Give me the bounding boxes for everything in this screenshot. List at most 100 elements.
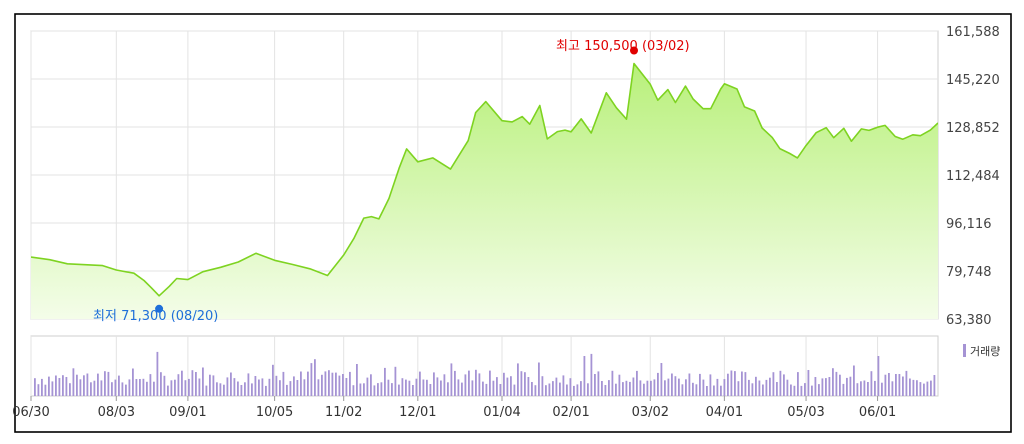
volume-bar bbox=[692, 382, 694, 396]
x-axis-ticks: 06/30 08/03 09/01 10/05 11/02 12/01 01/04 02/01… bbox=[12, 396, 896, 420]
volume-bar bbox=[569, 378, 572, 396]
volume-bar bbox=[548, 383, 551, 396]
volume-bar bbox=[398, 384, 400, 396]
price-line bbox=[31, 62, 938, 297]
volume-bar bbox=[258, 379, 260, 396]
volume-bar bbox=[832, 368, 834, 396]
volume-bar bbox=[202, 367, 204, 396]
x-tick-label: 06/30 bbox=[12, 405, 49, 420]
volume-bar bbox=[237, 381, 239, 396]
x-tick-label: 01/04 bbox=[483, 405, 520, 420]
x-tick-label: 12/01 bbox=[399, 405, 436, 420]
volume-bar bbox=[293, 376, 295, 396]
volume-bar bbox=[898, 374, 901, 396]
volume-bar bbox=[209, 374, 211, 396]
volume-bar bbox=[279, 380, 281, 396]
volume-bar bbox=[881, 382, 883, 396]
volume-bar bbox=[510, 376, 512, 396]
volume-bar bbox=[611, 370, 614, 396]
volume-bar bbox=[926, 381, 929, 396]
x-tick-label: 05/03 bbox=[787, 405, 824, 420]
volume-bar bbox=[713, 385, 715, 396]
volume-bar bbox=[828, 377, 831, 396]
volume-bar bbox=[909, 378, 911, 396]
volume-bar bbox=[328, 370, 330, 396]
volume-bar bbox=[660, 363, 663, 396]
volume-bar bbox=[307, 371, 309, 396]
volume-bar bbox=[643, 383, 645, 396]
volume-bar bbox=[524, 372, 526, 396]
volume-bar bbox=[450, 363, 453, 396]
volume-bar bbox=[356, 364, 358, 396]
volume-bar bbox=[387, 379, 390, 396]
volume-bar bbox=[314, 359, 316, 396]
volume-bar bbox=[867, 382, 869, 396]
volume-bar bbox=[622, 382, 624, 396]
volume-bar bbox=[650, 380, 652, 397]
volume-bar bbox=[695, 384, 698, 396]
y-tick-label: 128,852 bbox=[946, 121, 1000, 136]
volume-bar bbox=[359, 383, 362, 396]
volume-bar bbox=[366, 377, 369, 396]
volume-bar bbox=[447, 382, 449, 396]
volume-bar bbox=[699, 373, 701, 396]
low-annotation-value: 71,300 bbox=[121, 309, 167, 324]
volume-bar bbox=[69, 383, 71, 396]
volume-bar bbox=[888, 373, 890, 396]
volume-bar bbox=[55, 375, 57, 396]
volume-bar bbox=[401, 378, 404, 396]
volume-bar bbox=[58, 378, 61, 396]
volume-bar bbox=[559, 382, 561, 396]
volume-bar bbox=[485, 383, 488, 396]
volume-bar bbox=[321, 374, 323, 396]
volume-bar bbox=[195, 372, 197, 396]
volume-bar bbox=[503, 372, 505, 396]
volume-bar bbox=[681, 384, 684, 396]
volume-bar bbox=[597, 371, 600, 396]
volume-bar bbox=[916, 380, 918, 396]
volume-bar bbox=[811, 385, 813, 396]
volume-bar bbox=[629, 381, 631, 396]
volume-bar bbox=[429, 384, 432, 396]
volume-bar bbox=[461, 382, 463, 396]
volume-bar bbox=[902, 376, 904, 396]
volume-bar bbox=[247, 373, 250, 396]
volume-bar bbox=[821, 378, 824, 396]
volume-bar bbox=[310, 363, 313, 396]
volume-bar bbox=[303, 379, 306, 396]
volume-bar bbox=[783, 374, 785, 396]
volume-bar bbox=[776, 382, 778, 396]
x-tick-label: 10/05 bbox=[256, 405, 293, 420]
volume-bar bbox=[419, 371, 421, 396]
volume-bar bbox=[685, 379, 687, 396]
volume-bar bbox=[471, 380, 474, 396]
y-tick-label: 161,588 bbox=[946, 25, 1000, 40]
volume-bar bbox=[639, 380, 642, 396]
volume-bar bbox=[615, 383, 617, 396]
volume-bar bbox=[884, 374, 887, 396]
volume-bar bbox=[342, 374, 344, 396]
volume-bar bbox=[527, 377, 530, 396]
volume-bar bbox=[272, 364, 274, 396]
volume-bar bbox=[163, 375, 166, 396]
volume-bar bbox=[394, 366, 397, 396]
price-area bbox=[31, 63, 938, 319]
volume-bar bbox=[415, 378, 418, 396]
volume-bar bbox=[244, 382, 246, 396]
volume-bar bbox=[230, 372, 232, 396]
volume-bar bbox=[412, 385, 414, 396]
volume-bar bbox=[97, 373, 99, 396]
y-tick-label: 96,116 bbox=[946, 217, 992, 232]
volume-bar bbox=[233, 378, 236, 396]
volume-bar bbox=[37, 384, 40, 396]
volume-bar bbox=[839, 374, 841, 396]
volume-bar bbox=[496, 377, 498, 396]
volume-bar bbox=[723, 379, 726, 396]
volume-bar bbox=[335, 372, 337, 396]
volume-bar bbox=[772, 372, 775, 396]
volume-bar bbox=[779, 370, 782, 396]
volume-bar bbox=[132, 368, 134, 396]
y-tick-label: 63,380 bbox=[946, 313, 992, 328]
volume-bar bbox=[51, 381, 54, 396]
volume-bar bbox=[580, 381, 582, 396]
